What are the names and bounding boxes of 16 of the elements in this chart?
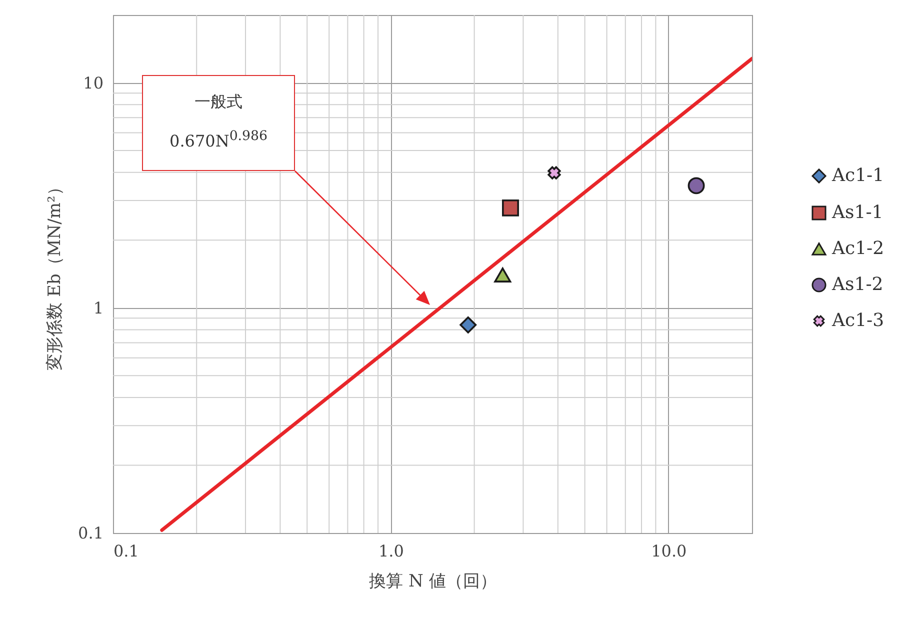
annotation: 0.670N$^{0.986}$ (168, 129, 268, 150)
annotation: 一般式 (194, 92, 244, 113)
y-tick-label: 0.1 (78, 524, 104, 542)
legend-label: Ac1-2 (831, 238, 884, 259)
y-tick-label: 1 (93, 298, 104, 318)
x-tick-label: 10.0 (651, 542, 687, 560)
y-axis-title: 変形係数 Eb（MN/m²） (45, 178, 66, 370)
legend-label: Ac1-3 (831, 310, 884, 331)
text-box: 一般式 0.670N$^{0.986}$ (142, 75, 295, 171)
x-tick-label: 1.0 (378, 542, 404, 560)
x-axis-title: 換算 N 値（回） (369, 572, 497, 592)
legend-label: As1-1 (831, 202, 884, 223)
x-tick-label: 0.1 (114, 542, 139, 560)
legend-label: As1-2 (831, 274, 884, 295)
y-tick-label: 10 (83, 73, 104, 92)
legend-label: Ac1-1 (831, 165, 884, 186)
